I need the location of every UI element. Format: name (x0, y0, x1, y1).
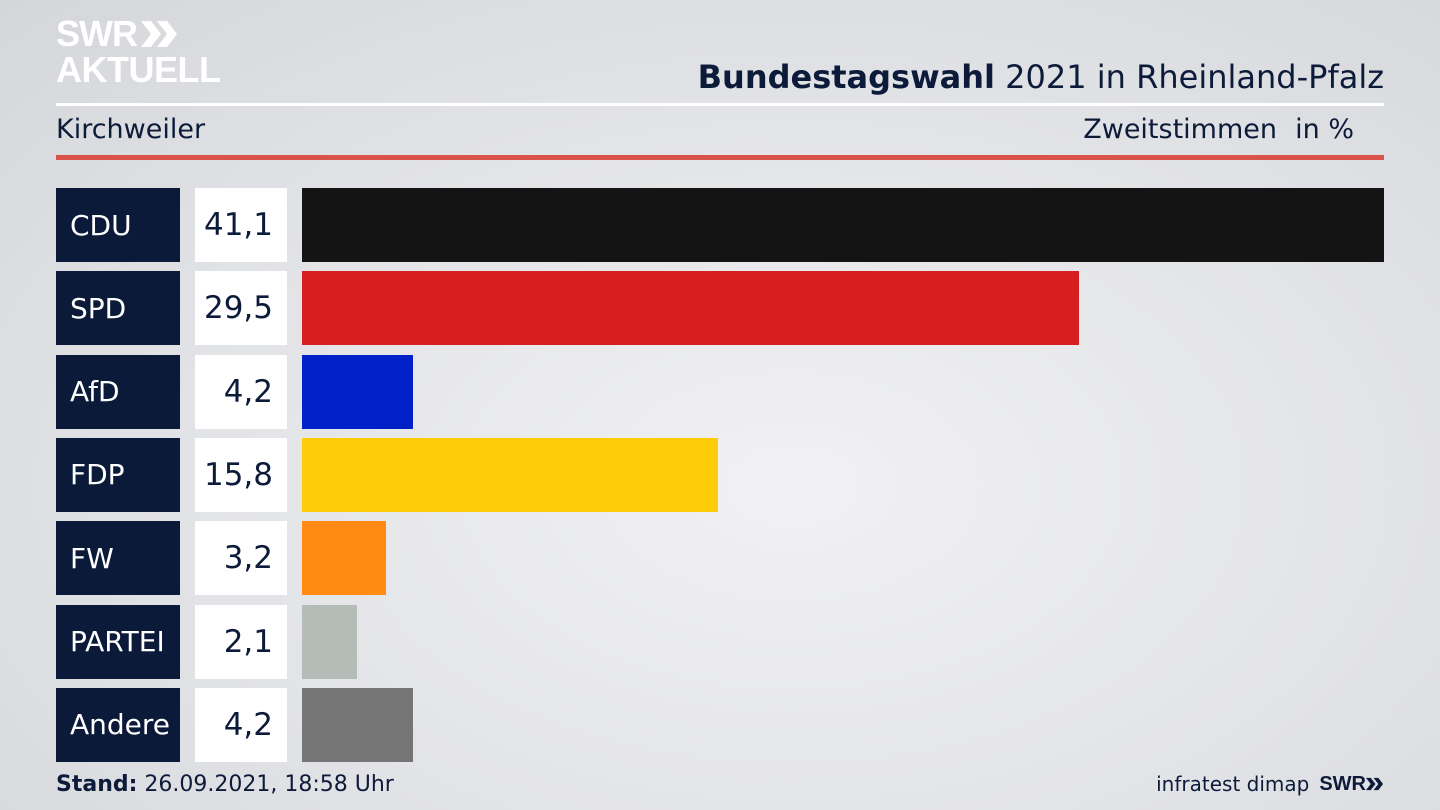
party-label: PARTEI (56, 604, 180, 679)
value-label: 3,2 (195, 521, 287, 596)
bar (302, 188, 1384, 262)
logo-line1: SWR (56, 13, 138, 54)
chart-row: FDP 15,8 (56, 437, 1384, 512)
vote-type-label: Zweitstimmen (1083, 114, 1277, 145)
timestamp: Stand: 26.09.2021, 18:58 Uhr (56, 772, 394, 797)
unit-label: in % (1295, 114, 1354, 145)
bar (302, 271, 1079, 346)
source-text: infratest dimap (1156, 772, 1310, 796)
party-label: Andere (56, 687, 180, 762)
bar (302, 604, 358, 679)
double-chevron-icon (141, 21, 177, 47)
title-rest: 2021 in Rheinland-Pfalz (995, 58, 1384, 96)
source-credit: infratest dimap SWR (1156, 772, 1384, 796)
title-bold: Bundestagswahl (697, 58, 995, 96)
chart-row: AfD 4,2 (56, 354, 1384, 429)
value-label: 2,1 (195, 604, 287, 679)
chart-row: CDU 41,1 (56, 188, 1384, 262)
value-label: 4,2 (195, 687, 287, 762)
swr-aktuell-logo: SWR AKTUELL (56, 13, 221, 90)
stand-value: 26.09.2021, 18:58 Uhr (137, 772, 394, 797)
value-label: 15,8 (195, 437, 287, 512)
stand-label: Stand: (56, 772, 138, 797)
party-label: SPD (56, 271, 180, 346)
double-chevron-icon-small (1366, 777, 1384, 791)
chart-row: Andere 4,2 (56, 687, 1384, 762)
value-label: 4,2 (195, 354, 287, 429)
chart-row: SPD 29,5 (56, 271, 1384, 346)
party-label: CDU (56, 188, 180, 262)
swr-brand-text: SWR (1319, 772, 1366, 795)
bar (302, 354, 413, 429)
accent-divider (56, 155, 1384, 160)
header-divider (56, 103, 1384, 106)
bar (302, 437, 718, 512)
party-label: AfD (56, 354, 180, 429)
bar (302, 521, 387, 596)
value-label: 29,5 (195, 271, 287, 346)
party-label: FDP (56, 437, 180, 512)
chart-title: Bundestagswahl 2021 in Rheinland-Pfalz (698, 58, 1384, 96)
chart-row: PARTEI 2,1 (56, 604, 1384, 679)
chart-row: FW 3,2 (56, 521, 1384, 596)
region-label: Kirchweiler (56, 114, 206, 145)
logo-line2: AKTUELL (56, 49, 221, 90)
party-label: FW (56, 521, 180, 596)
swr-brand: SWR (1319, 773, 1384, 796)
bar (302, 687, 413, 762)
value-label: 41,1 (195, 188, 287, 262)
